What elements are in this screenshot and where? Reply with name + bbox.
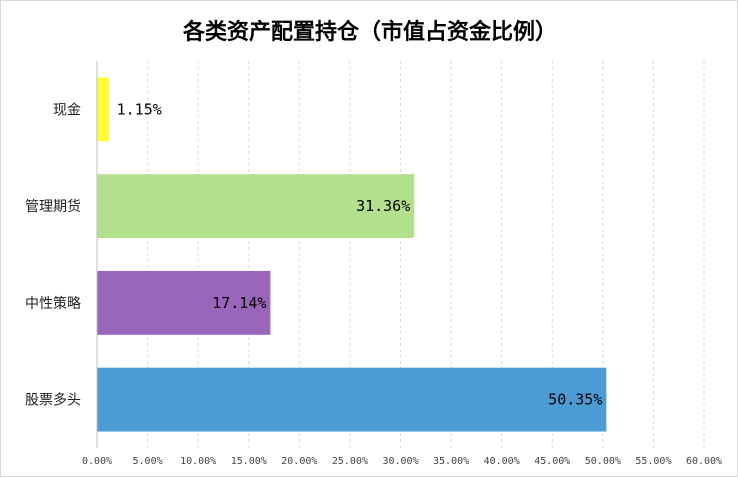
data-label: 17.14% — [212, 294, 266, 312]
data-label: 1.15% — [117, 100, 162, 118]
x-tick-label: 60.00% — [686, 456, 722, 467]
x-tick-label: 20.00% — [281, 456, 317, 467]
x-tick-label: 35.00% — [433, 456, 469, 467]
bars — [97, 77, 607, 432]
category-label: 现金 — [53, 102, 81, 118]
bar — [97, 174, 415, 239]
category-label: 中性策略 — [25, 295, 81, 312]
bar — [97, 367, 607, 432]
x-tick-label: 25.00% — [332, 456, 368, 467]
x-tick-label: 15.00% — [231, 456, 267, 467]
x-tick-label: 50.00% — [585, 456, 621, 467]
chart-title: 各类资产配置持仓（市值占资金比例） — [182, 19, 557, 45]
x-tick-label: 5.00% — [133, 456, 163, 467]
x-tick-label: 40.00% — [484, 456, 520, 467]
gridlines — [147, 61, 705, 448]
x-tick-label: 55.00% — [635, 456, 671, 467]
data-label: 31.36% — [356, 197, 410, 215]
x-tick-label: 0.00% — [82, 456, 112, 467]
bar — [97, 270, 271, 335]
x-tick-labels: 0.00% 5.00% 10.00% 15.00% 20.00% 25.00% 30.00%… — [82, 456, 722, 467]
x-tick-label: 30.00% — [382, 456, 418, 467]
x-tick-label: 45.00% — [534, 456, 570, 467]
category-label: 股票多头 — [25, 392, 81, 409]
x-tick-label: 10.00% — [180, 456, 216, 467]
bar — [97, 77, 109, 142]
data-label: 50.35% — [548, 391, 602, 409]
category-label: 管理期货 — [25, 198, 81, 215]
data-labels: 1.15% 31.36% 17.14% 50.35% — [117, 100, 603, 408]
